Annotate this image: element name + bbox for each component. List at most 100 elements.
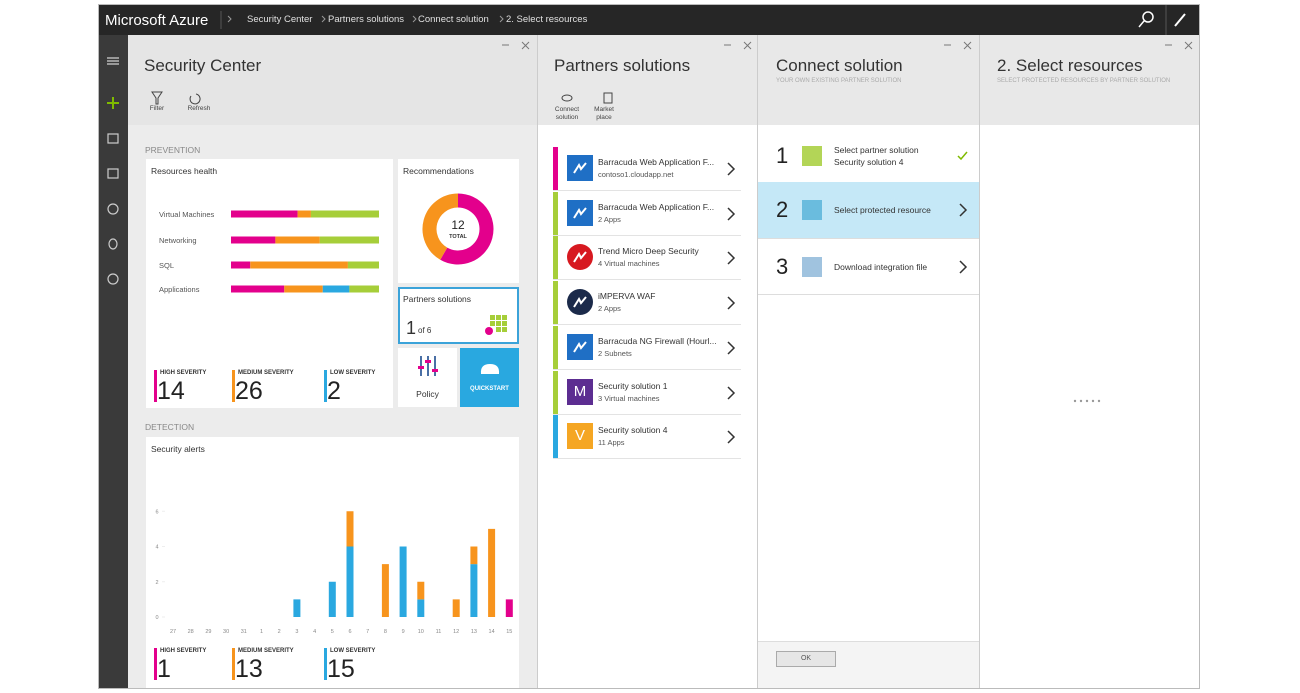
nav-icons[interactable]	[99, 35, 128, 335]
partner-item[interactable]: V Security solution 4 11 Apps	[553, 415, 741, 460]
item-subtitle: 2 Subnets	[598, 348, 632, 358]
severity-bar	[154, 648, 157, 680]
chevron	[727, 385, 736, 400]
step[interactable]: 1 Select partner solution Security solutio…	[758, 130, 980, 183]
logo-glyph	[573, 251, 587, 263]
command[interactable]: Connect solution	[554, 106, 580, 121]
partners-blade: Partners solutions Connect solution Mark…	[537, 35, 758, 688]
command[interactable]: Filter	[149, 105, 165, 112]
chevron	[727, 341, 736, 355]
partner-item[interactable]: iMPERVA WAF 2 Apps	[553, 281, 741, 326]
breadcrumb[interactable]: Security Center	[247, 14, 313, 25]
tile-title: Partners solutions	[403, 294, 472, 304]
chevron	[727, 296, 736, 310]
breadcrumb[interactable]: 2. Select resources	[506, 14, 588, 25]
loading-dots	[1073, 399, 1101, 403]
top-icons[interactable]	[1129, 5, 1199, 35]
command[interactable]: Refresh	[187, 105, 211, 112]
logo	[573, 251, 587, 263]
chevron-line	[727, 296, 736, 310]
blade-title: 2. Select resources	[997, 56, 1143, 75]
blade-controls[interactable]	[99, 35, 1199, 55]
severity-count: 1	[157, 655, 171, 683]
partner-item[interactable]: Barracuda NG Firewall (Hourl... 2 Subnets	[553, 325, 741, 370]
logo	[573, 162, 587, 174]
severity-bar	[154, 370, 157, 402]
resources-health-tile[interactable]	[146, 159, 393, 408]
severity-bar	[232, 370, 235, 402]
severity-label: MEDIUM SEVERITY	[238, 648, 294, 654]
step-number: 1	[776, 143, 789, 168]
command-icons[interactable]	[558, 91, 628, 107]
accent-bar	[553, 370, 558, 414]
severity-label: HIGH SEVERITY	[160, 648, 207, 654]
footer: OK	[758, 641, 980, 688]
item-title: Barracuda NG Firewall (Hourl...	[598, 335, 717, 346]
partner-icon: M	[567, 378, 593, 405]
item-subtitle: 11 Apps	[598, 438, 625, 448]
chevron	[727, 162, 736, 176]
partner-item[interactable]: Barracuda Web Application F... contoso1.c…	[553, 147, 741, 191]
partner-icon	[567, 155, 593, 181]
chevron-line	[727, 207, 736, 221]
chevron	[959, 260, 968, 274]
breadcrumb-separators	[220, 11, 504, 29]
severity-count: 2	[327, 377, 341, 405]
partner-icon	[567, 244, 593, 271]
logo-glyph	[573, 207, 587, 219]
partner-item[interactable]: Barracuda Web Application F... 2 Apps	[553, 191, 741, 236]
breadcrumb[interactable]: Connect solution	[418, 14, 489, 25]
item-title: Security solution 1	[598, 380, 668, 391]
severity-label: LOW SEVERITY	[330, 648, 376, 654]
accent-bar	[553, 281, 558, 325]
item-title: Trend Micro Deep Security	[598, 246, 699, 257]
step[interactable]: 3 Download integration file	[758, 240, 980, 295]
accent-bar	[553, 325, 558, 369]
severity-bar	[324, 648, 327, 680]
select-resources-blade: 2. Select resources SELECT PROTECTED RES…	[979, 35, 1199, 688]
partner-item[interactable]: Trend Micro Deep Security 4 Virtual machi…	[553, 236, 741, 281]
partner-icon	[567, 289, 593, 316]
partner-item[interactable]: M Security solution 1 3 Virtual machines	[553, 370, 741, 415]
chevron-line	[727, 430, 736, 444]
chevron	[727, 430, 736, 444]
severity-count: 26	[235, 377, 263, 405]
section-label: PREVENTION	[145, 145, 201, 155]
breadcrumb[interactable]: Partners solutions	[328, 14, 405, 25]
left-nav	[99, 35, 128, 688]
blade-title: Partners solutions	[554, 56, 691, 75]
blade-subtitle: SELECT PROTECTED RESOURCES BY PARTNER SO…	[997, 78, 1171, 84]
tile-of: of 6	[418, 326, 432, 335]
logo	[573, 296, 587, 308]
brand[interactable]: Microsoft Azure	[105, 12, 209, 29]
chevron-line	[727, 341, 736, 355]
command-icons[interactable]	[148, 90, 218, 108]
command[interactable]: Market place	[594, 106, 614, 121]
quickstart-tile[interactable]: QUICKSTART	[460, 348, 519, 407]
logo-glyph	[573, 296, 587, 308]
recommendations-tile[interactable]	[398, 159, 519, 283]
item-subtitle: contoso1.cloudapp.net	[598, 170, 674, 179]
step-icon	[802, 257, 822, 277]
blade-subtitle: YOUR OWN EXISTING PARTNER SOLUTION	[776, 78, 902, 84]
partner-icon	[567, 333, 593, 360]
chevron	[727, 251, 736, 265]
security-alerts-tile[interactable]	[146, 437, 519, 688]
blade-title: Connect solution	[776, 56, 903, 75]
chevron-line	[959, 260, 968, 274]
chevron-line	[959, 203, 968, 217]
step-title: Download integration file	[834, 262, 928, 272]
severity-label: LOW SEVERITY	[330, 370, 376, 376]
portal: Microsoft Azure Security Center Partners…	[99, 5, 1199, 688]
ok-button[interactable]: OK	[776, 651, 836, 667]
tile-icon	[485, 315, 507, 335]
blade-header: Partners solutions Connect solution Mark…	[538, 35, 758, 125]
policy-tile[interactable]: Policy	[398, 348, 457, 407]
partners-tile[interactable]: Partners solutions 1 of 6	[398, 287, 519, 344]
item-title: Barracuda Web Application F...	[598, 157, 715, 167]
chevron	[959, 203, 968, 217]
severity-label: HIGH SEVERITY	[160, 370, 207, 376]
step[interactable]: 2 Select protected resource	[758, 182, 980, 239]
logo	[573, 341, 587, 353]
